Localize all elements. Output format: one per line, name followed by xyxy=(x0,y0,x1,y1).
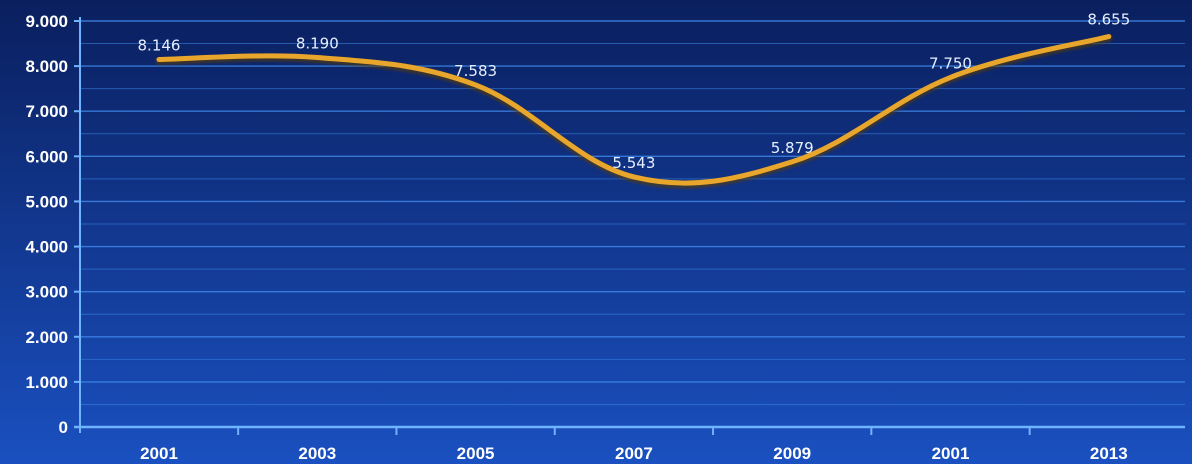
y-tick-label: 3.000 xyxy=(25,283,68,302)
x-tick-label: 2005 xyxy=(457,444,495,463)
data-labels: 8.146 8.190 7.583 5.543 5.879 7.750 8.655 xyxy=(138,11,1131,172)
data-label: 8.655 xyxy=(1087,11,1130,29)
x-tick-label: 2013 xyxy=(1090,444,1128,463)
y-tick-label: 6.000 xyxy=(25,147,68,166)
data-label: 5.879 xyxy=(771,139,814,157)
data-label: 8.190 xyxy=(296,35,339,53)
series-layer xyxy=(155,34,1113,189)
y-tick-label: 7.000 xyxy=(25,102,68,121)
x-tick-label: 2009 xyxy=(773,444,811,463)
x-tick-label: 2001 xyxy=(932,444,970,463)
x-tick-labels: 2001 2003 2005 2007 2009 2001 2013 xyxy=(140,444,1128,463)
x-tick-label: 2007 xyxy=(615,444,653,463)
y-tick-label: 5.000 xyxy=(25,192,68,211)
data-label: 7.583 xyxy=(454,62,497,80)
y-tick-label: 9.000 xyxy=(25,12,68,31)
y-tick-label: 0 xyxy=(59,418,68,437)
y-tick-labels: 0 1.000 2.000 3.000 4.000 5.000 6.000 7.000 8.00… xyxy=(25,12,68,437)
axes xyxy=(74,17,1185,435)
data-label: 7.750 xyxy=(929,54,972,72)
y-tick-label: 4.000 xyxy=(25,238,68,257)
x-tick-label: 2003 xyxy=(298,444,336,463)
y-tick-label: 1.000 xyxy=(25,373,68,392)
grid-lines xyxy=(80,20,1185,428)
data-label: 5.543 xyxy=(612,154,655,172)
data-label: 8.146 xyxy=(138,37,181,55)
y-tick-label: 8.000 xyxy=(25,57,68,76)
x-tick-label: 2001 xyxy=(140,444,178,463)
y-tick-label: 2.000 xyxy=(25,328,68,347)
